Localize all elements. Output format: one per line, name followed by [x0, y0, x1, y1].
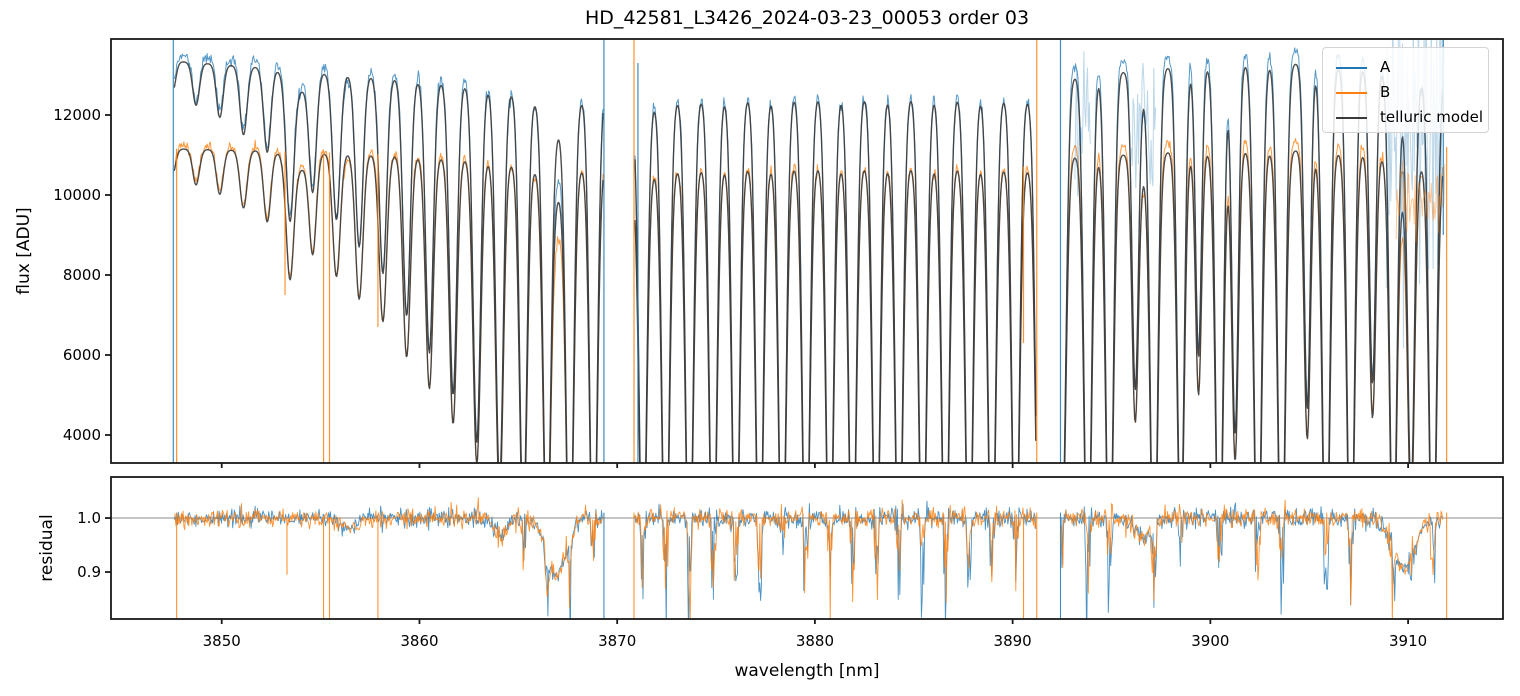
x-tick-label: 3900 [1191, 632, 1229, 650]
x-tick-label: 3860 [400, 632, 438, 650]
residual-panel-border [110, 476, 1504, 620]
noisy-zone-overlay [1130, 62, 1157, 189]
legend-item-b: B [1323, 80, 1488, 105]
legend-label-b: B [1380, 83, 1391, 101]
residual-y-tick-label: 0.9 [77, 563, 101, 581]
legend-item-telluric-model: telluric model [1323, 105, 1488, 130]
chart-title: HD_42581_L3426_2024-03-23_00053 order 03 [584, 7, 1030, 29]
flux-y-tick-label: 4000 [63, 426, 101, 444]
x-tick-label: 3890 [994, 632, 1032, 650]
telluric-model-on-b [1064, 150, 1444, 463]
flux-y-tick-label: 12000 [53, 106, 101, 124]
x-tick-label: 3880 [796, 632, 834, 650]
telluric-model-on-b [173, 148, 604, 463]
legend-label-telluric-model: telluric model [1380, 108, 1484, 126]
x-tick-label: 3910 [1389, 632, 1427, 650]
residual-panel-data [111, 497, 1503, 619]
telluric-model-on-a [634, 101, 1037, 463]
noisy-zone-overlay [1074, 51, 1091, 197]
legend-label-a: A [1380, 58, 1391, 76]
residual-y-tick-label: 1.0 [77, 509, 101, 527]
telluric-model-on-b [634, 170, 1037, 463]
flux-y-tick-label: 8000 [63, 266, 101, 284]
legend-line-a [1336, 66, 1367, 69]
flux-y-tick-label: 6000 [63, 346, 101, 364]
wavelength-axis-label: wavelength [nm] [734, 661, 880, 681]
noisy-zone-overlay [1395, 161, 1446, 242]
series-b-residual [174, 497, 604, 608]
series-b-residual [1060, 499, 1444, 619]
flux-panel-border [110, 38, 1504, 464]
legend-line-b [1336, 91, 1367, 94]
legend: A B telluric model [1322, 47, 1489, 133]
flux-y-tick-label: 10000 [53, 186, 101, 204]
x-tick-label: 3870 [598, 632, 636, 650]
telluric-model-on-a [173, 61, 604, 463]
series-b-residual [634, 499, 1037, 619]
legend-item-a: A [1323, 55, 1488, 80]
legend-line-telluric-model [1336, 116, 1367, 119]
flux-panel-data [172, 39, 1448, 463]
x-tick-label: 3850 [203, 632, 241, 650]
